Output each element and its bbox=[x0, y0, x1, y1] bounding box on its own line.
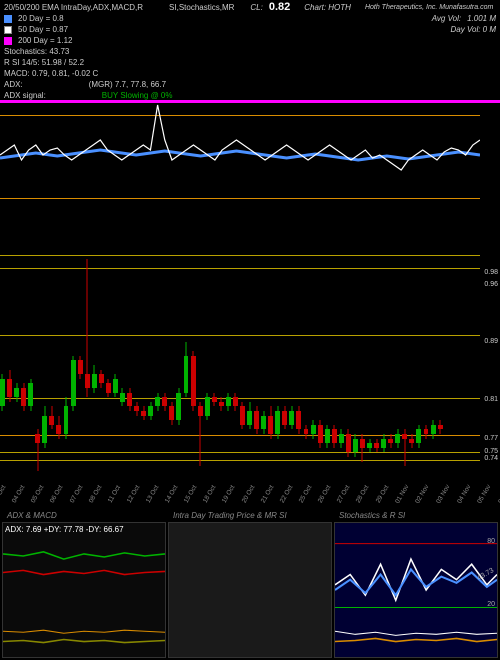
candle bbox=[247, 250, 252, 480]
candle bbox=[233, 250, 238, 480]
y-tick: 0.98 bbox=[484, 269, 498, 276]
candle bbox=[169, 250, 174, 480]
candle bbox=[395, 250, 400, 480]
candle bbox=[35, 250, 40, 480]
candle bbox=[28, 250, 33, 480]
panel3-top: 80 bbox=[487, 538, 495, 545]
panel1-label: ADX: 7.69 +DY: 77.78 -DY: 66.67 bbox=[5, 525, 124, 534]
candle bbox=[7, 250, 12, 480]
candle bbox=[332, 250, 337, 480]
stoch-rsi-panel: Stochastics & R SI 80 43.73 20 bbox=[334, 522, 498, 658]
candle bbox=[311, 250, 316, 480]
candle bbox=[71, 250, 76, 480]
candle bbox=[282, 250, 287, 480]
panel2-title: Intra Day Trading Price & MR SI bbox=[173, 511, 287, 520]
candle bbox=[254, 250, 259, 480]
upper-line-chart bbox=[0, 0, 480, 210]
candle bbox=[289, 250, 294, 480]
candle bbox=[113, 250, 118, 480]
candle bbox=[85, 250, 90, 480]
candle bbox=[388, 250, 393, 480]
candle bbox=[318, 250, 323, 480]
intraday-panel: Intra Day Trading Price & MR SI bbox=[168, 522, 332, 658]
adx-macd-panel: ADX & MACD ADX: 7.69 +DY: 77.78 -DY: 66.… bbox=[2, 522, 166, 658]
candle bbox=[402, 250, 407, 480]
candle bbox=[92, 250, 97, 480]
price-y-axis: 0.980.960.890.810.770.750.74 bbox=[480, 250, 500, 480]
candle bbox=[424, 250, 429, 480]
candle bbox=[275, 250, 280, 480]
candle bbox=[155, 250, 160, 480]
candle bbox=[134, 250, 139, 480]
candle bbox=[49, 250, 54, 480]
candle bbox=[99, 250, 104, 480]
candle bbox=[416, 250, 421, 480]
panel3-title: Stochastics & R SI bbox=[339, 511, 405, 520]
candle bbox=[431, 250, 436, 480]
candle bbox=[198, 250, 203, 480]
candle bbox=[78, 250, 83, 480]
panel1-title: ADX & MACD bbox=[7, 511, 57, 520]
candle bbox=[381, 250, 386, 480]
candle bbox=[176, 250, 181, 480]
candle bbox=[148, 250, 153, 480]
candle bbox=[339, 250, 344, 480]
candle bbox=[374, 250, 379, 480]
candle bbox=[162, 250, 167, 480]
indicator-panels: ADX & MACD ADX: 7.69 +DY: 77.78 -DY: 66.… bbox=[0, 520, 500, 660]
y-tick: 0.81 bbox=[484, 396, 498, 403]
candle bbox=[353, 250, 358, 480]
candle bbox=[127, 250, 132, 480]
candle bbox=[212, 250, 217, 480]
y-tick: 0.96 bbox=[484, 281, 498, 288]
candle bbox=[438, 250, 443, 480]
candle bbox=[261, 250, 266, 480]
candle bbox=[21, 250, 26, 480]
candle bbox=[219, 250, 224, 480]
candle bbox=[0, 250, 5, 480]
candle bbox=[367, 250, 372, 480]
candle bbox=[346, 250, 351, 480]
candle bbox=[56, 250, 61, 480]
y-tick: 0.89 bbox=[484, 338, 498, 345]
candle bbox=[304, 250, 309, 480]
candle bbox=[205, 250, 210, 480]
candle bbox=[64, 250, 69, 480]
candle bbox=[106, 250, 111, 480]
candle bbox=[226, 250, 231, 480]
candle bbox=[240, 250, 245, 480]
y-tick: 0.77 bbox=[484, 435, 498, 442]
candlestick-chart bbox=[0, 250, 480, 480]
candle bbox=[191, 250, 196, 480]
candle bbox=[296, 250, 301, 480]
candle bbox=[268, 250, 273, 480]
candle bbox=[325, 250, 330, 480]
panel3-bot: 20 bbox=[487, 601, 495, 608]
candle bbox=[14, 250, 19, 480]
candle bbox=[184, 250, 189, 480]
candle bbox=[42, 250, 47, 480]
candle bbox=[409, 250, 414, 480]
candle bbox=[120, 250, 125, 480]
y-tick: 0.74 bbox=[484, 455, 498, 462]
candle bbox=[360, 250, 365, 480]
candle bbox=[141, 250, 146, 480]
